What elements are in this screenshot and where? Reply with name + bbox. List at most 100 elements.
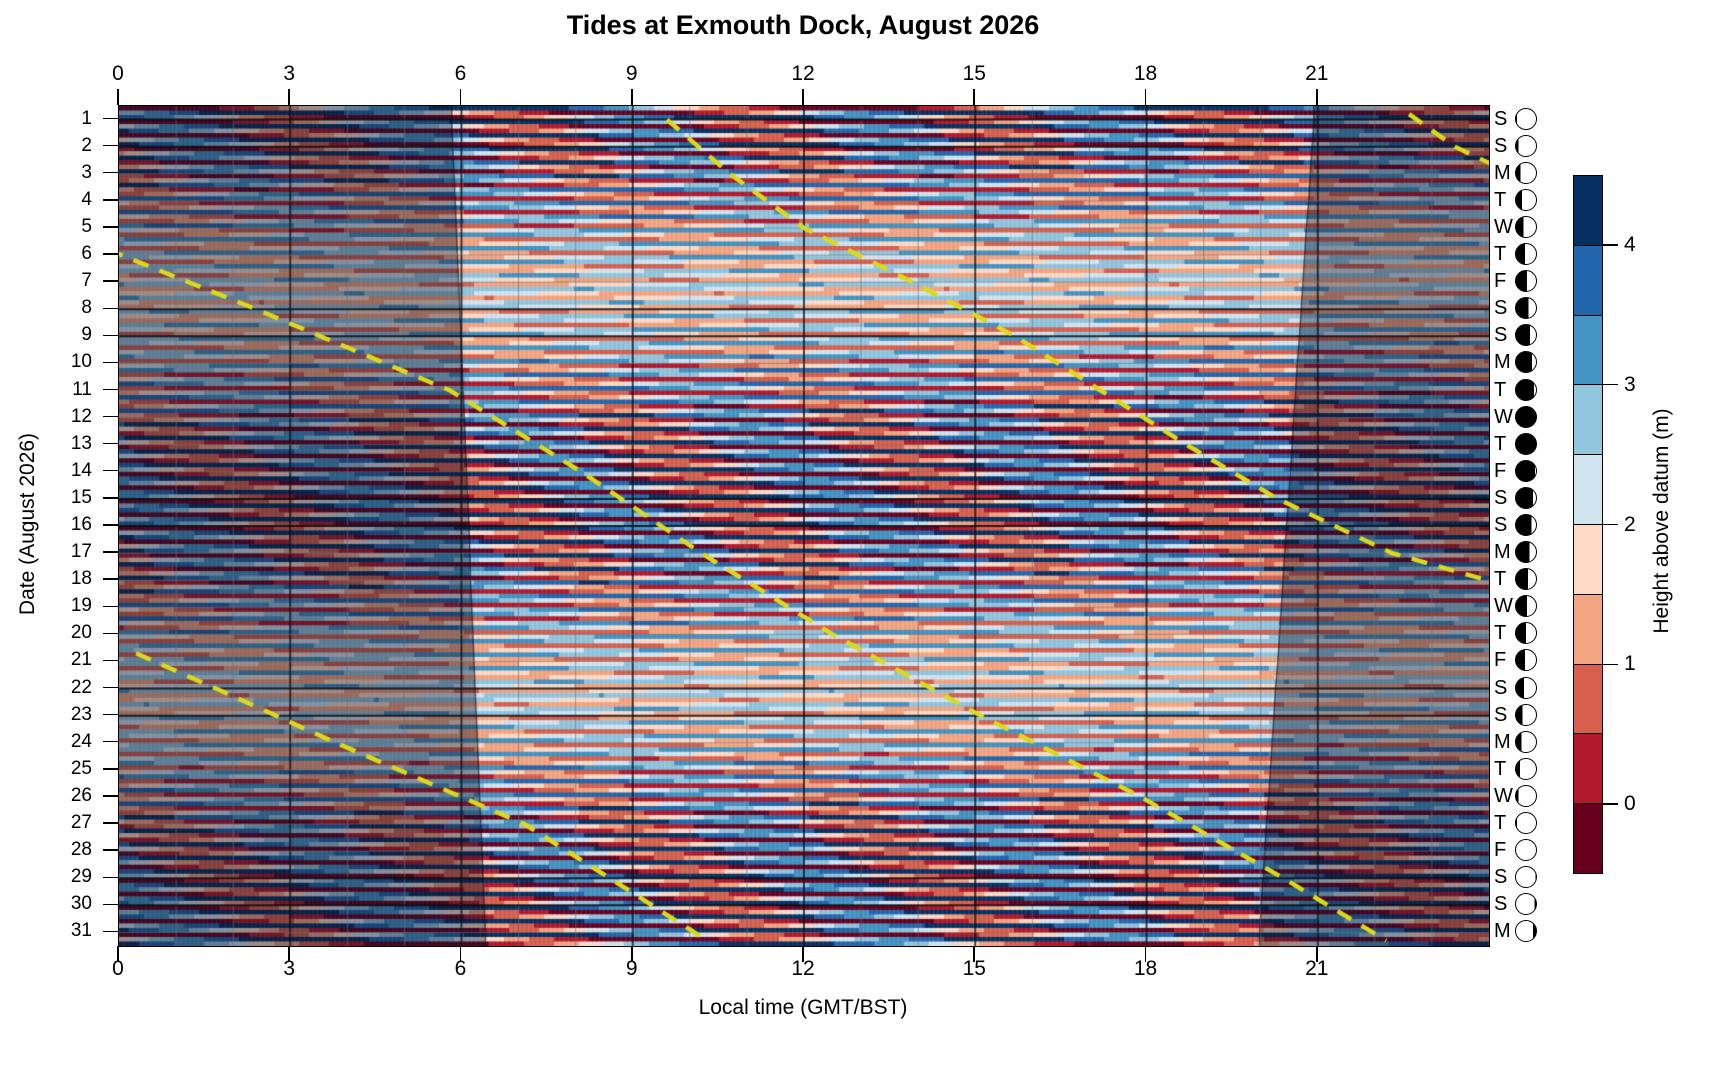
date-tick-label: 2 xyxy=(81,134,92,156)
moon-phase-icon xyxy=(1515,866,1537,889)
moon-phase-icon xyxy=(1515,270,1537,293)
moon-phase-icon xyxy=(1515,730,1537,753)
chart-title: Tides at Exmouth Dock, August 2026 xyxy=(566,10,1040,40)
moon-phase-icon xyxy=(1515,134,1537,157)
moon-phase-icon xyxy=(1515,432,1537,455)
date-tick-label: 29 xyxy=(70,866,92,888)
date-tick-mark xyxy=(103,659,118,662)
date-tick-label: 9 xyxy=(81,324,92,346)
date-tick-mark xyxy=(103,822,118,824)
date-tick-mark xyxy=(103,768,118,770)
colorbar-segment xyxy=(1574,803,1602,873)
moon-phase-icon xyxy=(1515,161,1537,184)
bottom-axis-tick-label: 12 xyxy=(791,957,815,980)
weekday-label: W xyxy=(1494,215,1513,238)
weekday-label: M xyxy=(1494,730,1511,753)
date-tick-label: 20 xyxy=(70,622,92,644)
date-tick-mark xyxy=(103,361,118,364)
moon-phase-icon xyxy=(1515,893,1537,916)
moon-phase-icon xyxy=(1515,676,1537,699)
moon-phase-icon xyxy=(1515,757,1537,780)
top-axis-tick-label: 21 xyxy=(1305,62,1329,85)
weekday-label: T xyxy=(1494,757,1507,780)
moon-phase-icon xyxy=(1515,324,1537,347)
colorbar-segment xyxy=(1574,663,1602,734)
x-axis-label: Local time (GMT/BST) xyxy=(698,996,908,1019)
date-tick-mark xyxy=(103,605,118,607)
weekday-label: S xyxy=(1494,134,1508,157)
colorbar-tick-mark xyxy=(1603,663,1618,665)
top-axis-tick-label: 3 xyxy=(283,62,296,85)
weekday-label: T xyxy=(1494,568,1507,591)
bottom-axis-tick-mark xyxy=(288,946,291,962)
y-axis-label: Date (August 2026) xyxy=(16,432,39,616)
weekday-label: T xyxy=(1494,812,1507,835)
colorbar-segment xyxy=(1574,244,1602,315)
weekday-label: F xyxy=(1494,270,1507,293)
tide-heatmap-plot xyxy=(118,105,1490,947)
weekday-label: M xyxy=(1494,541,1511,564)
moon-phase-icon xyxy=(1515,243,1537,266)
top-axis-tick-mark xyxy=(802,89,804,105)
moon-phase-icon xyxy=(1515,378,1537,401)
date-tick-mark xyxy=(103,849,118,851)
date-tick-label: 7 xyxy=(81,270,92,292)
weekday-label: S xyxy=(1494,893,1508,916)
date-tick-label: 17 xyxy=(70,541,92,563)
date-tick-label: 4 xyxy=(81,188,92,210)
colorbar-tick-label: 1 xyxy=(1624,652,1636,676)
date-tick-label: 5 xyxy=(81,215,92,237)
top-axis-tick-mark xyxy=(1144,89,1147,105)
date-tick-mark xyxy=(103,713,118,716)
moon-phase-icon xyxy=(1515,812,1537,835)
colorbar-segment xyxy=(1574,733,1602,804)
date-tick-label: 30 xyxy=(70,893,92,915)
date-tick-mark xyxy=(103,388,118,391)
date-tick-label: 31 xyxy=(70,920,92,942)
date-tick-label: 16 xyxy=(70,514,92,535)
bottom-axis-tick-mark xyxy=(459,946,462,962)
moon-phase-icon xyxy=(1515,649,1537,672)
bottom-axis-tick-mark xyxy=(117,946,119,962)
date-tick-mark xyxy=(103,686,118,689)
moon-phase-icon xyxy=(1515,486,1537,509)
date-tick-label: 11 xyxy=(72,378,92,400)
moon-phase-icon xyxy=(1515,405,1537,428)
bottom-axis-tick-mark xyxy=(1315,946,1318,962)
top-axis-tick-label: 12 xyxy=(791,62,815,85)
colorbar xyxy=(1573,175,1603,874)
date-tick-mark xyxy=(103,253,118,255)
date-tick-mark xyxy=(103,144,118,147)
weekday-label: W xyxy=(1494,784,1513,807)
colorbar-segment xyxy=(1574,384,1602,455)
weekday-label: S xyxy=(1494,703,1508,726)
date-tick-label: 19 xyxy=(70,595,92,617)
weekday-label: T xyxy=(1494,378,1507,401)
top-axis-tick-mark xyxy=(973,89,976,105)
colorbar-tick-label: 2 xyxy=(1624,512,1636,536)
weekday-label: W xyxy=(1494,405,1513,428)
date-tick-mark xyxy=(103,334,118,336)
bottom-axis-tick-label: 9 xyxy=(625,957,638,980)
date-tick-label: 6 xyxy=(81,243,92,265)
weekday-label: M xyxy=(1494,161,1511,184)
bottom-axis-tick-label: 0 xyxy=(112,957,124,980)
bottom-axis-tick-mark xyxy=(630,946,633,962)
date-tick-mark xyxy=(103,524,118,526)
top-axis-tick-label: 9 xyxy=(625,62,638,85)
date-tick-label: 15 xyxy=(70,486,92,508)
top-axis-tick-label: 6 xyxy=(454,62,467,85)
date-tick-mark xyxy=(103,117,118,120)
date-tick-label: 25 xyxy=(70,757,92,779)
date-tick-mark xyxy=(103,307,118,309)
colorbar-tick-label: 3 xyxy=(1624,372,1636,396)
weekday-label: W xyxy=(1494,595,1513,618)
date-tick-mark xyxy=(103,930,118,933)
weekday-label: T xyxy=(1494,432,1507,455)
date-tick-label: 27 xyxy=(70,812,92,834)
moon-phase-icon xyxy=(1515,459,1537,482)
weekday-label: F xyxy=(1494,839,1507,862)
bottom-axis-tick-label: 15 xyxy=(962,957,986,980)
date-tick-label: 23 xyxy=(70,703,92,725)
